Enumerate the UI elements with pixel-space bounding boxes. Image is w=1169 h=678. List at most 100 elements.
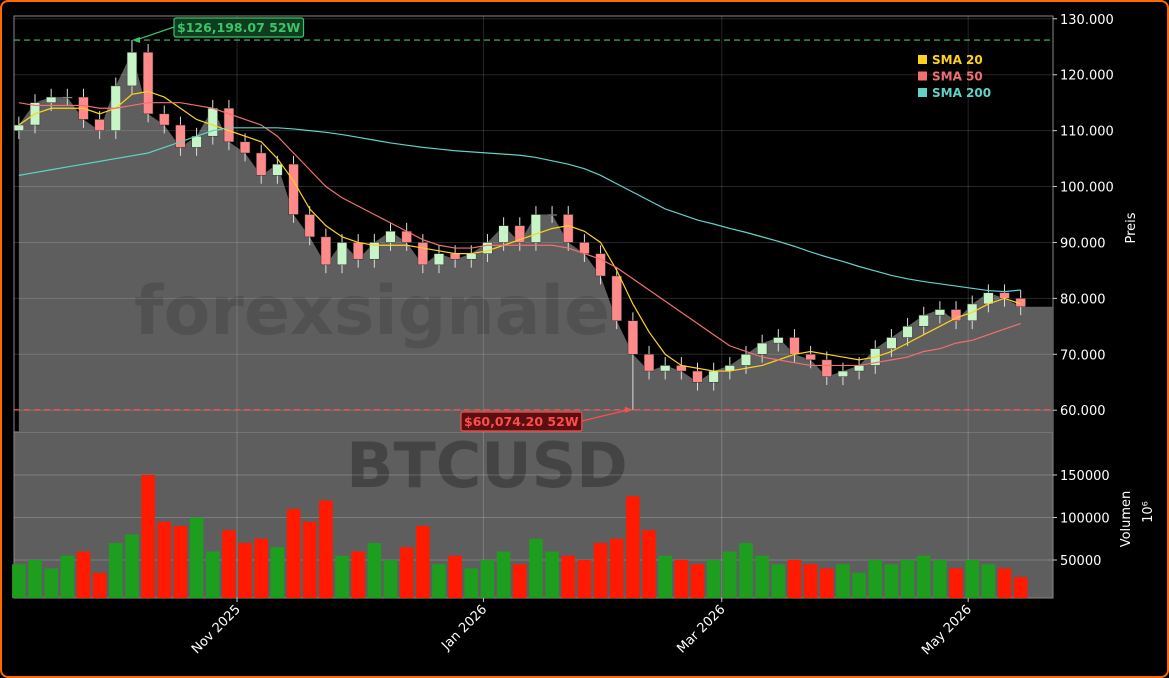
volume-bar: [496, 551, 511, 598]
volume-axis-label: Volumen: [1119, 491, 1134, 548]
candle-body: [837, 370, 849, 377]
candle-body: [94, 119, 105, 131]
annotation-arrowhead: [624, 406, 633, 413]
candle-body: [563, 214, 574, 243]
watermark-symbol: BTCUSD: [346, 429, 628, 502]
legend-label: SMA 20: [932, 53, 983, 67]
y-axis-label: Preis: [1124, 212, 1139, 243]
candle-body: [708, 370, 719, 383]
volume-bar: [416, 526, 430, 598]
volume-bar: [125, 534, 139, 598]
volume-bar: [690, 564, 705, 598]
candle-body: [627, 320, 638, 355]
candle-body: [853, 365, 865, 372]
candle-body: [175, 124, 186, 148]
volume-bar: [771, 564, 786, 598]
volume-bar: [609, 538, 624, 598]
candle-body: [999, 292, 1010, 299]
sma-line: [18, 102, 1021, 367]
legend-label: SMA 200: [932, 86, 991, 100]
annotation-arrowhead: [131, 37, 140, 44]
volume-bar: [949, 568, 963, 598]
legend-swatch: [918, 71, 927, 81]
volume-bar: [28, 560, 42, 598]
volume-bar: [92, 572, 107, 598]
volume-bar: [205, 551, 220, 598]
candle-body: [546, 214, 558, 216]
volume-bar: [819, 568, 834, 598]
volume-bar: [157, 521, 172, 598]
y-tick-label: 100000: [1060, 512, 1110, 527]
candle-body: [272, 163, 283, 176]
candle-body: [514, 225, 525, 243]
volume-bar: [286, 509, 301, 598]
volume-bar: [399, 547, 414, 598]
volume-bar: [432, 564, 446, 598]
candle-body: [159, 113, 170, 126]
y-tick-label: 50000: [1060, 554, 1101, 569]
volume-bar: [319, 500, 333, 598]
candle-body: [902, 326, 913, 338]
candle-body: [886, 337, 897, 349]
candle-body: [821, 359, 832, 377]
volume-bar: [997, 568, 1012, 598]
y-tick-label: 90.000: [1060, 236, 1106, 251]
candle-body: [660, 365, 671, 372]
candle-body: [14, 124, 24, 131]
volume-bar: [787, 560, 802, 598]
volume-bar: [981, 564, 996, 598]
volume-bar: [658, 555, 672, 598]
y-tick-label: 130.000: [1060, 13, 1114, 28]
candle-body: [466, 253, 477, 260]
candle-body: [46, 96, 57, 103]
volume-bar: [254, 538, 269, 598]
y-tick-label: 60.000: [1060, 404, 1106, 419]
candle-body: [385, 231, 396, 243]
candle-body: [773, 337, 784, 344]
candle-body: [239, 141, 251, 154]
volume-bar: [561, 555, 576, 598]
watermark: forexsignale: [134, 272, 610, 351]
candle-body: [950, 309, 962, 321]
candle-body: [450, 253, 461, 260]
x-tick-label: Mar 2026: [674, 602, 728, 656]
candle-body: [417, 242, 428, 266]
candle-body: [126, 52, 138, 87]
candle-body: [498, 225, 509, 243]
volume-bar: [335, 555, 349, 598]
volume-bar: [755, 555, 769, 598]
volume-bar: [545, 551, 559, 598]
annotation-label: $126,198.07 52W: [177, 20, 301, 35]
y-tick-label: 70.000: [1060, 348, 1106, 363]
volume-bar: [222, 530, 236, 598]
volume-bar: [836, 564, 850, 598]
volume-bar: [884, 564, 899, 598]
candle-body: [304, 214, 315, 238]
candle-body: [62, 96, 73, 99]
volume-bar: [529, 538, 543, 598]
volume-bar: [1013, 577, 1028, 598]
volume-bar: [448, 555, 462, 598]
candle-body: [288, 163, 299, 215]
volume-bar: [270, 547, 285, 598]
candle-body: [740, 354, 752, 366]
candle-body: [256, 152, 267, 176]
volume-bar: [900, 560, 915, 598]
sma-line: [18, 127, 1021, 293]
volume-bar: [44, 568, 58, 598]
volume-bar: [512, 564, 527, 598]
y-tick-label: 110.000: [1060, 125, 1114, 140]
y-tick-label: 120.000: [1060, 69, 1114, 84]
y-tick-label: 80.000: [1060, 292, 1106, 307]
volume-bar: [351, 551, 365, 598]
volume-bar: [577, 560, 592, 598]
x-tick-label: Jan 2026: [438, 602, 490, 654]
candle-body: [223, 108, 235, 143]
volume-bar: [868, 560, 883, 598]
candle-body: [643, 354, 655, 372]
volume-exponent: 10⁶: [1141, 501, 1156, 523]
volume-bar: [302, 521, 317, 598]
volume-bar: [803, 564, 818, 598]
volume-bar: [238, 543, 252, 598]
